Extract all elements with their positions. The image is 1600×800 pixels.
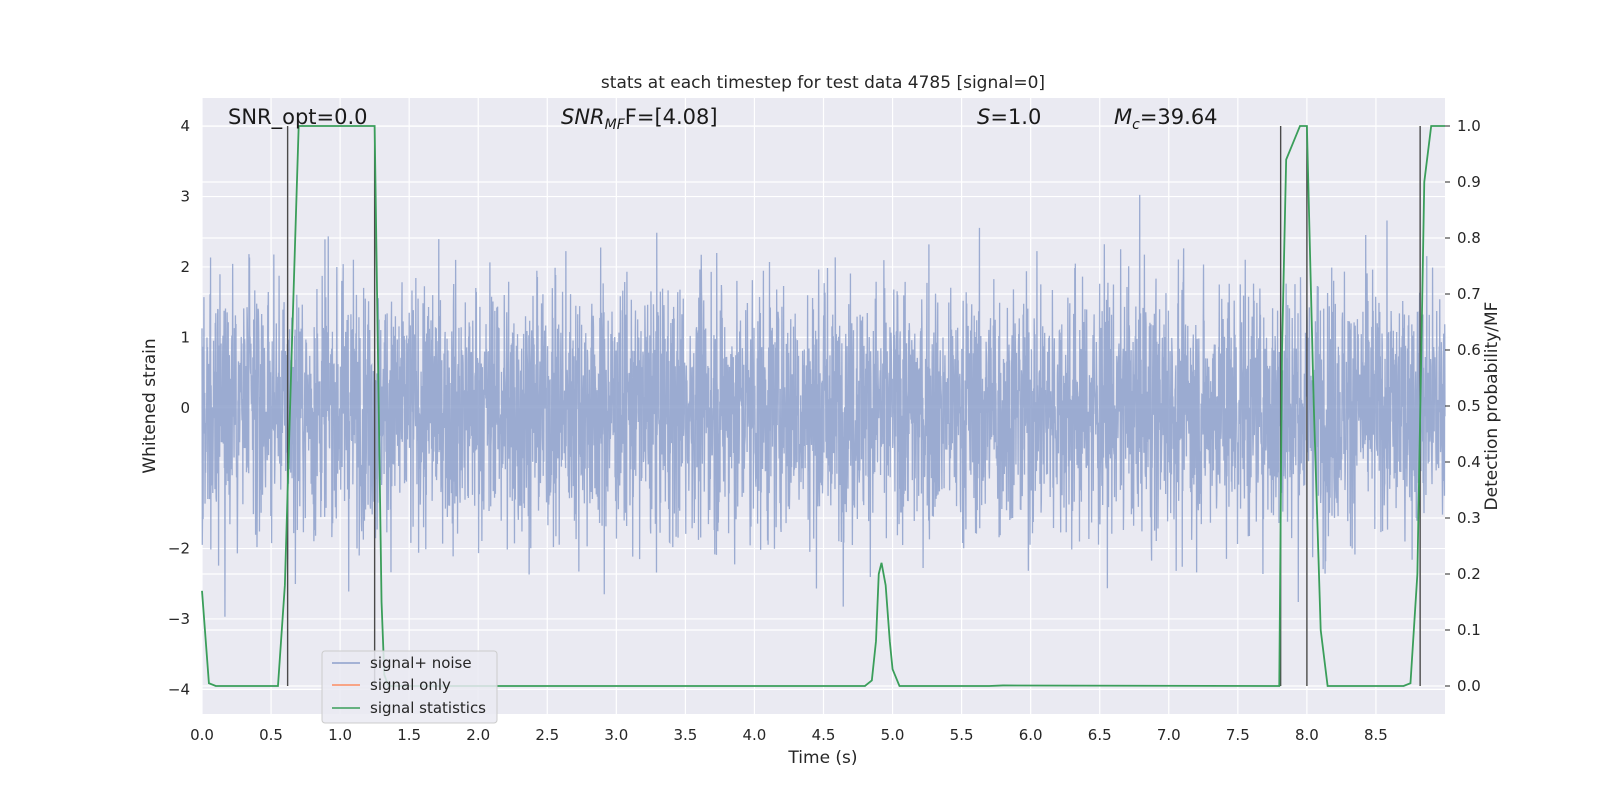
snr-mf-rest: F=[4.08] <box>625 105 718 129</box>
signal-statistics-series <box>201 125 1445 687</box>
signal-statistics-line <box>201 125 1445 687</box>
noise-trace-path <box>201 194 1446 617</box>
legend-label-stats: signal statistics <box>370 699 486 717</box>
x-tick-labels: 0.0 0.5 1.0 1.5 2.0 2.5 3.0 3.5 4.0 4.5 5.0 5.5 6.0 6… <box>190 726 1388 744</box>
right-y-tick-label: 0.6 <box>1457 341 1481 359</box>
s-main: S <box>977 105 990 129</box>
x-tick-label: 1.0 <box>328 726 352 744</box>
mc-sub: c <box>1132 117 1140 133</box>
right-y-tick-label: 0.4 <box>1457 453 1481 471</box>
x-tick-label: 1.5 <box>397 726 421 744</box>
legend: signal+ noise signal only signal statist… <box>321 650 498 724</box>
x-tick-label: 4.5 <box>812 726 836 744</box>
x-tick-label: 2.0 <box>466 726 490 744</box>
x-tick-label: 8.5 <box>1364 726 1388 744</box>
chart-title: stats at each timestep for test data 478… <box>601 73 1045 93</box>
x-tick-label: 0.0 <box>190 726 214 744</box>
y-tick-label: 3 <box>180 188 190 206</box>
x-tick-label: 0.5 <box>259 726 283 744</box>
legend-label-noise: signal+ noise <box>370 654 472 672</box>
snr-mf-main: SNR <box>561 105 605 129</box>
right-y-tick-label: 0.0 <box>1457 677 1481 695</box>
y-axis-label: Whitened strain <box>140 338 160 473</box>
annotation-snr-opt: SNR_opt=0.0 <box>228 105 368 130</box>
right-y-axis-label: Detection probability/MF <box>1482 302 1502 511</box>
y-tick-label: 0 <box>180 399 190 417</box>
right-y-tick-labels: 1.0 0.9 0.8 0.7 0.6 0.5 0.4 0.3 0.2 0.1 0.0 <box>1445 117 1481 695</box>
x-tick-label: 8.0 <box>1295 726 1319 744</box>
y-tick-label: −2 <box>168 540 190 558</box>
y-tick-labels: 4 3 2 1 0 −2 −3 −4 <box>168 117 190 698</box>
x-tick-label: 6.5 <box>1088 726 1112 744</box>
right-y-tick-label: 0.2 <box>1457 565 1481 583</box>
y-tick-label: 2 <box>180 258 190 276</box>
x-tick-label: 3.5 <box>673 726 697 744</box>
x-tick-label: 7.5 <box>1226 726 1250 744</box>
legend-box <box>321 650 498 724</box>
snr-mf-sub: MF <box>605 117 626 133</box>
y-tick-label: −4 <box>168 680 190 698</box>
y-tick-label: −3 <box>168 610 190 628</box>
x-tick-label: 3.0 <box>604 726 628 744</box>
annotation-snr-mf: SNRMFF=[4.08] <box>561 105 718 133</box>
legend-label-signal: signal only <box>370 676 451 694</box>
mc-main: M <box>1114 105 1132 129</box>
x-tick-label: 6.0 <box>1019 726 1043 744</box>
annotation-s: S=1.0 <box>977 105 1041 129</box>
y-tick-label: 1 <box>180 328 190 346</box>
y-tick-label: 4 <box>180 117 190 135</box>
signal-noise-trace <box>201 194 1446 617</box>
right-y-tick-label: 0.9 <box>1457 173 1481 191</box>
s-rest: =1.0 <box>990 105 1041 129</box>
x-tick-label: 4.0 <box>743 726 767 744</box>
right-y-tick-label: 0.8 <box>1457 229 1481 247</box>
x-tick-label: 5.5 <box>950 726 974 744</box>
right-y-tick-label: 0.3 <box>1457 509 1481 527</box>
right-y-tick-label: 0.5 <box>1457 397 1481 415</box>
x-axis-label: Time (s) <box>787 748 857 768</box>
x-tick-label: 5.0 <box>881 726 905 744</box>
x-tick-label: 7.0 <box>1157 726 1181 744</box>
mc-rest: =39.64 <box>1140 105 1218 129</box>
right-y-tick-label: 1.0 <box>1457 117 1481 135</box>
right-y-tick-label: 0.7 <box>1457 285 1481 303</box>
annotation-mc: Mc=39.64 <box>1114 105 1218 133</box>
right-y-tick-label: 0.1 <box>1457 621 1481 639</box>
x-tick-label: 2.5 <box>535 726 559 744</box>
